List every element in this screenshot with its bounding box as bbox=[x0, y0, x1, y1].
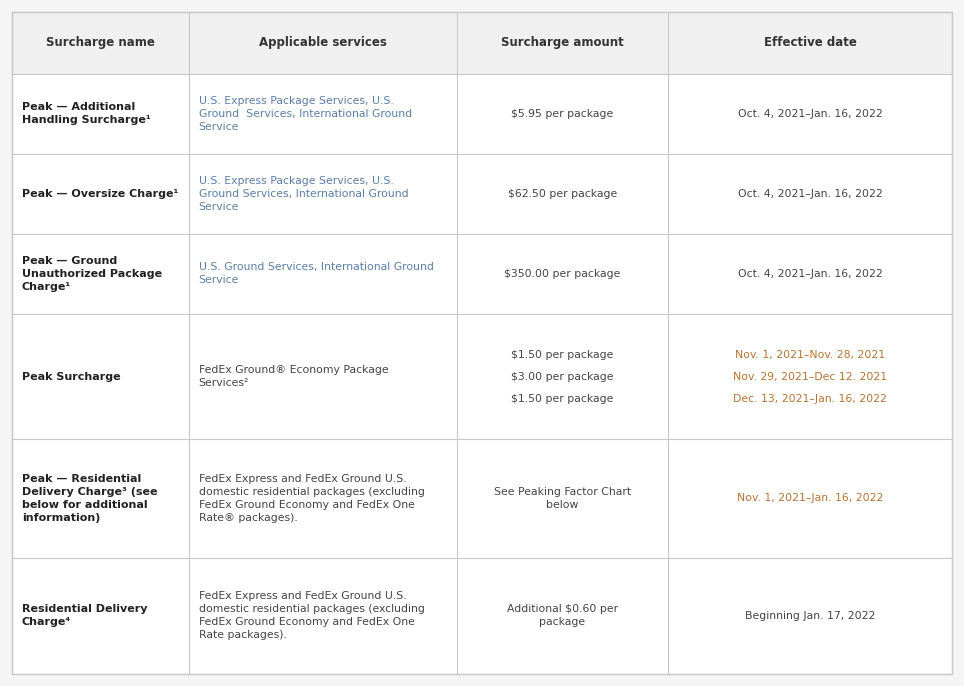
Text: Rate packages).: Rate packages). bbox=[199, 630, 286, 640]
Text: Beginning Jan. 17, 2022: Beginning Jan. 17, 2022 bbox=[745, 611, 875, 621]
Text: $1.50 per package: $1.50 per package bbox=[511, 350, 613, 359]
Text: FedEx Ground Economy and FedEx One: FedEx Ground Economy and FedEx One bbox=[199, 617, 415, 627]
Text: Delivery Charge³ (see: Delivery Charge³ (see bbox=[22, 487, 157, 497]
Text: Peak Surcharge: Peak Surcharge bbox=[22, 372, 120, 381]
Text: Nov. 29, 2021–Dec 12. 2021: Nov. 29, 2021–Dec 12. 2021 bbox=[733, 372, 887, 381]
Text: Peak — Residential: Peak — Residential bbox=[22, 474, 142, 484]
Text: See Peaking Factor Chart: See Peaking Factor Chart bbox=[494, 487, 630, 497]
Text: Oct. 4, 2021–Jan. 16, 2022: Oct. 4, 2021–Jan. 16, 2022 bbox=[737, 109, 882, 119]
Text: Surcharge name: Surcharge name bbox=[46, 36, 155, 49]
Text: Oct. 4, 2021–Jan. 16, 2022: Oct. 4, 2021–Jan. 16, 2022 bbox=[737, 189, 882, 199]
Text: Charge⁴: Charge⁴ bbox=[22, 617, 71, 627]
Text: Additional $0.60 per: Additional $0.60 per bbox=[507, 604, 618, 614]
Text: Applicable services: Applicable services bbox=[258, 36, 387, 49]
Text: domestic residential packages (excluding: domestic residential packages (excluding bbox=[199, 487, 424, 497]
Text: U.S. Ground Services, International Ground: U.S. Ground Services, International Grou… bbox=[199, 262, 434, 272]
Text: Services²: Services² bbox=[199, 378, 249, 388]
Text: Peak — Ground: Peak — Ground bbox=[22, 256, 118, 266]
Text: Peak — Additional: Peak — Additional bbox=[22, 102, 135, 113]
Bar bbox=[12, 12, 952, 74]
Text: Nov. 1, 2021–Jan. 16, 2022: Nov. 1, 2021–Jan. 16, 2022 bbox=[736, 493, 883, 504]
Text: Oct. 4, 2021–Jan. 16, 2022: Oct. 4, 2021–Jan. 16, 2022 bbox=[737, 269, 882, 279]
Text: package: package bbox=[539, 617, 585, 627]
Text: FedEx Ground Economy and FedEx One: FedEx Ground Economy and FedEx One bbox=[199, 500, 415, 510]
Text: Service: Service bbox=[199, 122, 239, 132]
Text: domestic residential packages (excluding: domestic residential packages (excluding bbox=[199, 604, 424, 614]
Text: U.S. Express Package Services, U.S.: U.S. Express Package Services, U.S. bbox=[199, 96, 393, 106]
Text: FedEx Ground® Economy Package: FedEx Ground® Economy Package bbox=[199, 365, 388, 375]
Text: Nov. 1, 2021–Nov. 28, 2021: Nov. 1, 2021–Nov. 28, 2021 bbox=[735, 350, 885, 359]
Text: Effective date: Effective date bbox=[763, 36, 856, 49]
Text: FedEx Express and FedEx Ground U.S.: FedEx Express and FedEx Ground U.S. bbox=[199, 591, 407, 602]
Text: information): information) bbox=[22, 513, 100, 523]
Text: Dec. 13, 2021–Jan. 16, 2022: Dec. 13, 2021–Jan. 16, 2022 bbox=[734, 394, 887, 403]
Text: Charge¹: Charge¹ bbox=[22, 282, 71, 292]
Text: Ground  Services, International Ground: Ground Services, International Ground bbox=[199, 109, 412, 119]
Text: Surcharge amount: Surcharge amount bbox=[501, 36, 624, 49]
Text: FedEx Express and FedEx Ground U.S.: FedEx Express and FedEx Ground U.S. bbox=[199, 474, 407, 484]
Text: $62.50 per package: $62.50 per package bbox=[508, 189, 617, 199]
Text: $3.00 per package: $3.00 per package bbox=[511, 372, 614, 381]
Text: $1.50 per package: $1.50 per package bbox=[511, 394, 613, 403]
Text: below for additional: below for additional bbox=[22, 500, 147, 510]
Text: Unauthorized Package: Unauthorized Package bbox=[22, 269, 162, 279]
Text: $350.00 per package: $350.00 per package bbox=[504, 269, 621, 279]
Text: Service: Service bbox=[199, 202, 239, 212]
Text: U.S. Express Package Services, U.S.: U.S. Express Package Services, U.S. bbox=[199, 176, 393, 186]
Text: Handling Surcharge¹: Handling Surcharge¹ bbox=[22, 115, 150, 126]
Text: $5.95 per package: $5.95 per package bbox=[511, 109, 613, 119]
Text: Residential Delivery: Residential Delivery bbox=[22, 604, 147, 614]
Text: Peak — Oversize Charge¹: Peak — Oversize Charge¹ bbox=[22, 189, 178, 199]
Text: Ground Services, International Ground: Ground Services, International Ground bbox=[199, 189, 409, 199]
Text: below: below bbox=[547, 500, 578, 510]
Text: Service: Service bbox=[199, 275, 239, 285]
Text: Rate® packages).: Rate® packages). bbox=[199, 513, 298, 523]
